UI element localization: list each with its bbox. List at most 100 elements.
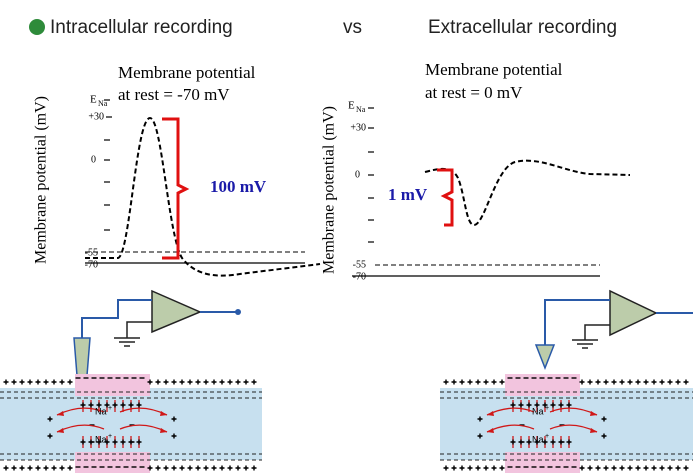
ion-label: Na xyxy=(95,406,107,416)
plus-sign xyxy=(171,416,177,422)
plus-sign xyxy=(542,402,548,408)
plus-sign xyxy=(611,379,617,385)
ticks xyxy=(104,99,112,231)
plus-sign xyxy=(195,379,201,385)
plus-sign xyxy=(51,379,57,385)
plus-sign xyxy=(3,379,9,385)
caption: at rest = 0 mV xyxy=(425,83,523,102)
plus-sign xyxy=(11,379,17,385)
arrow-head xyxy=(487,411,494,416)
active-zone xyxy=(505,374,580,396)
plus-sign xyxy=(499,465,505,471)
plus-sign xyxy=(19,379,25,385)
plus-sign xyxy=(27,379,33,385)
caption: Membrane potential xyxy=(118,63,256,82)
plus-sign xyxy=(595,465,601,471)
bracket xyxy=(162,117,190,260)
cytoplasm xyxy=(440,388,693,460)
plus-sign xyxy=(35,465,41,471)
plus-sign xyxy=(667,465,673,471)
tick-label: +30 xyxy=(350,122,366,133)
plus-sign xyxy=(566,439,572,445)
plus-sign xyxy=(195,465,201,471)
axis-label: Membrane potential (mV) xyxy=(321,106,338,274)
plus-sign xyxy=(483,379,489,385)
cytoplasm xyxy=(0,388,262,460)
plus-sign xyxy=(587,465,593,471)
ion-label: Na xyxy=(532,406,544,416)
bracket xyxy=(437,168,454,227)
plus-sign xyxy=(459,379,465,385)
plus-sign xyxy=(171,465,177,471)
plus-sign xyxy=(550,402,556,408)
e-label: E xyxy=(90,94,97,106)
plus-sign xyxy=(659,465,665,471)
plus-sign xyxy=(477,433,483,439)
plus-sign xyxy=(19,465,25,471)
plus-sign xyxy=(475,379,481,385)
plus-sign xyxy=(550,439,556,445)
left-title: Intracellular recording xyxy=(50,17,233,38)
plus-sign xyxy=(542,439,548,445)
right-title: Extracellular recording xyxy=(428,17,617,38)
plus-sign xyxy=(510,402,516,408)
tick-label: -70 xyxy=(353,271,366,282)
arrow-head xyxy=(590,428,597,433)
plus-sign xyxy=(59,465,65,471)
plus-sign xyxy=(155,465,161,471)
e-label: E xyxy=(348,100,355,112)
plus-sign xyxy=(635,379,641,385)
ion-label: Na xyxy=(532,434,544,444)
plus-sign xyxy=(187,465,193,471)
plus-sign xyxy=(467,465,473,471)
plus-sign xyxy=(59,379,65,385)
plus-sign xyxy=(136,439,142,445)
plus-sign xyxy=(667,379,673,385)
plus-sign xyxy=(443,465,449,471)
amplitude-label: 1 mV xyxy=(388,185,428,204)
plus-sign xyxy=(627,379,633,385)
plus-sign xyxy=(43,465,49,471)
tick-label: 0 xyxy=(355,169,360,180)
ion-charge: + xyxy=(545,405,549,412)
plus-sign xyxy=(601,416,607,422)
tick-label: -70 xyxy=(85,259,98,270)
plus-sign xyxy=(163,465,169,471)
plus-sign xyxy=(235,379,241,385)
plus-sign xyxy=(675,465,681,471)
bullet xyxy=(29,19,45,35)
tick-label: -55 xyxy=(353,259,366,270)
plus-sign xyxy=(491,465,497,471)
plus-sign xyxy=(179,465,185,471)
plus-sign xyxy=(88,402,94,408)
plus-sign xyxy=(179,379,185,385)
e-subscript: Na xyxy=(98,99,108,108)
plus-sign xyxy=(566,402,572,408)
plus-sign xyxy=(203,465,209,471)
plus-sign xyxy=(203,379,209,385)
plus-sign xyxy=(595,379,601,385)
plus-sign xyxy=(510,439,516,445)
right-amplifier xyxy=(534,289,693,371)
plus-sign xyxy=(171,379,177,385)
tick-label: +30 xyxy=(88,111,104,122)
plus-sign xyxy=(611,465,617,471)
plus-sign xyxy=(104,402,110,408)
plus-sign xyxy=(67,379,73,385)
plus-sign xyxy=(104,439,110,445)
plus-sign xyxy=(27,465,33,471)
ion-charge: + xyxy=(545,433,549,440)
plus-sign xyxy=(35,379,41,385)
axons xyxy=(0,374,693,473)
plus-sign xyxy=(147,465,153,471)
plus-sign xyxy=(3,465,9,471)
plus-sign xyxy=(459,465,465,471)
plus-sign xyxy=(128,402,134,408)
plus-sign xyxy=(619,465,625,471)
extracellular-signal xyxy=(424,159,631,227)
plus-sign xyxy=(579,465,585,471)
plus-sign xyxy=(243,379,249,385)
amplitude-label: 100 mV xyxy=(210,177,267,196)
plus-sign xyxy=(80,402,86,408)
plus-sign xyxy=(96,402,102,408)
